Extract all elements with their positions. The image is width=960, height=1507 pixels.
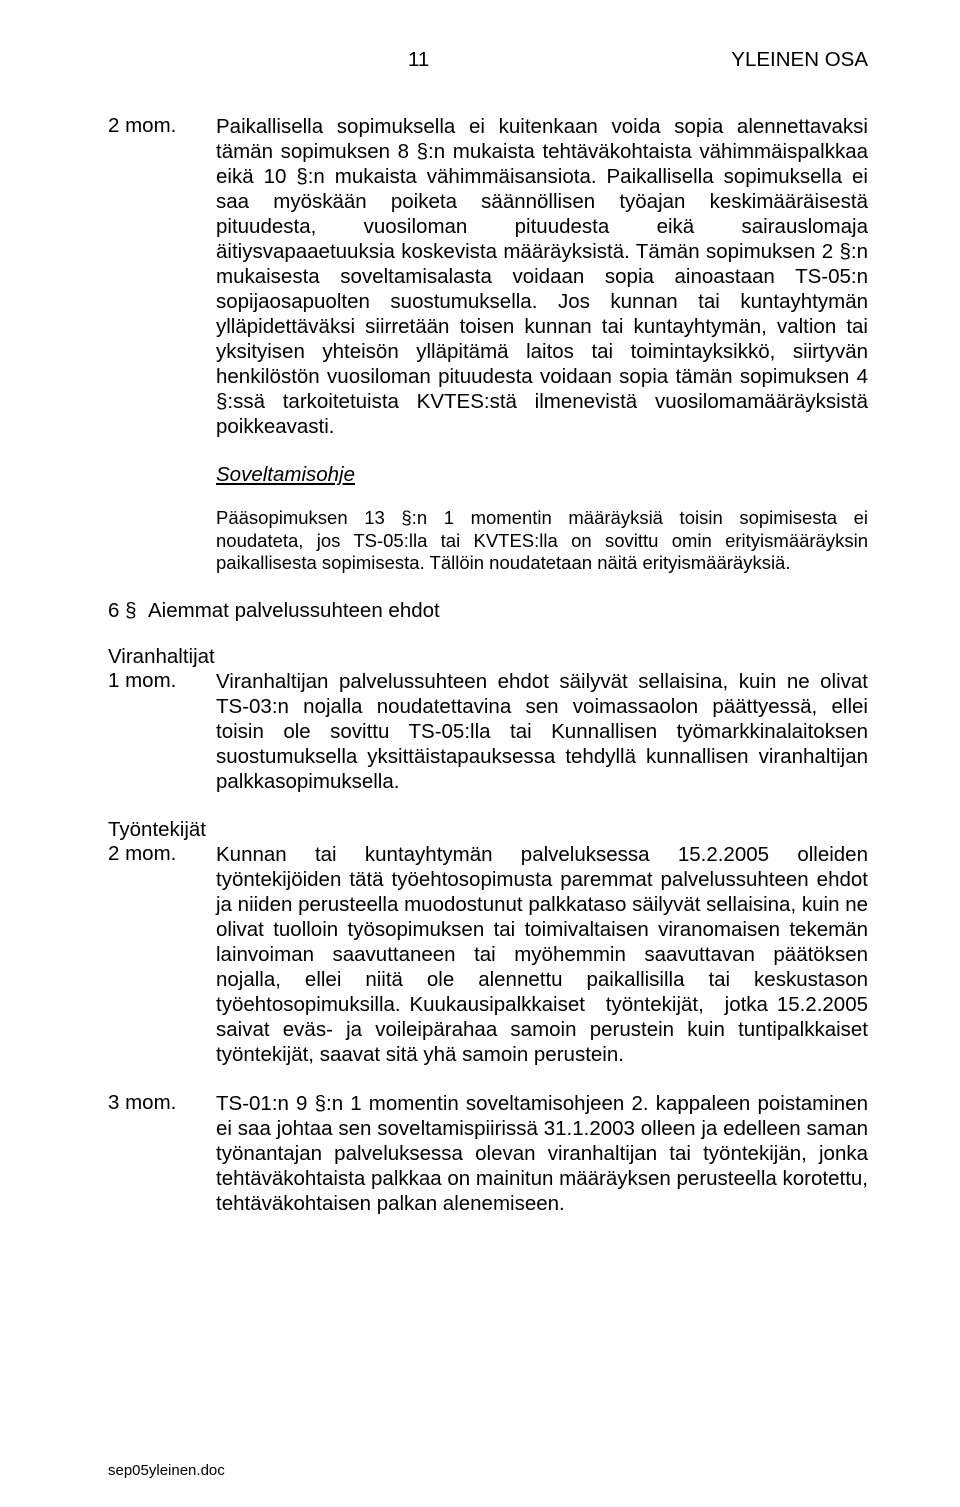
mom-label: 2 mom. <box>108 842 216 1067</box>
section-6-heading: 6 § Aiemmat palvelussuhteen ehdot <box>108 599 868 623</box>
paragraph-3mom: 3 mom. TS-01:n 9 §:n 1 momentin soveltam… <box>108 1091 868 1216</box>
mom-label: 2 mom. <box>108 114 216 439</box>
paragraph-2mom: 2 mom. Paikallisella sopimuksella ei kui… <box>108 114 868 439</box>
soveltamisohje-text: Pääsopimuksen 13 §:n 1 momentin määräyks… <box>216 507 868 575</box>
tyontekijat-label: Työntekijät <box>108 818 868 842</box>
paragraph-2mom-b: 2 mom. Kunnan tai kuntayhtymän palveluks… <box>108 842 868 1067</box>
mom-label: 3 mom. <box>108 1091 216 1216</box>
mom-label: 1 mom. <box>108 669 216 794</box>
mom-text: TS-01:n 9 §:n 1 momentin soveltamisohjee… <box>216 1091 868 1216</box>
footer-filename: sep05yleinen.doc <box>108 1462 225 1479</box>
page-number: 11 <box>408 48 429 72</box>
mom-text: Viranhaltijan palvelussuhteen ehdot säil… <box>216 669 868 794</box>
mom-text: Kunnan tai kuntayhtymän palveluksessa 15… <box>216 842 868 1067</box>
section-title: YLEINEN OSA <box>731 48 868 72</box>
soveltamisohje-heading: Soveltamisohje <box>216 463 868 487</box>
mom2b-text-1: Kunnan tai kuntayhtymän palveluksessa 15… <box>216 843 868 1016</box>
section-title-text: Aiemmat palvelussuhteen ehdot <box>148 599 868 623</box>
section-number: 6 § <box>108 599 148 623</box>
mom-text: Paikallisella sopimuksella ei kuitenkaan… <box>216 114 868 439</box>
mom2b-text-2: Kuukausipalkkaiset työntekijät, jotka <box>409 993 768 1016</box>
page-header: 11 YLEINEN OSA <box>108 48 868 72</box>
paragraph-1mom: 1 mom. Viranhaltijan palvelussuhteen ehd… <box>108 669 868 794</box>
viranhaltijat-label: Viranhaltijat <box>108 645 868 669</box>
